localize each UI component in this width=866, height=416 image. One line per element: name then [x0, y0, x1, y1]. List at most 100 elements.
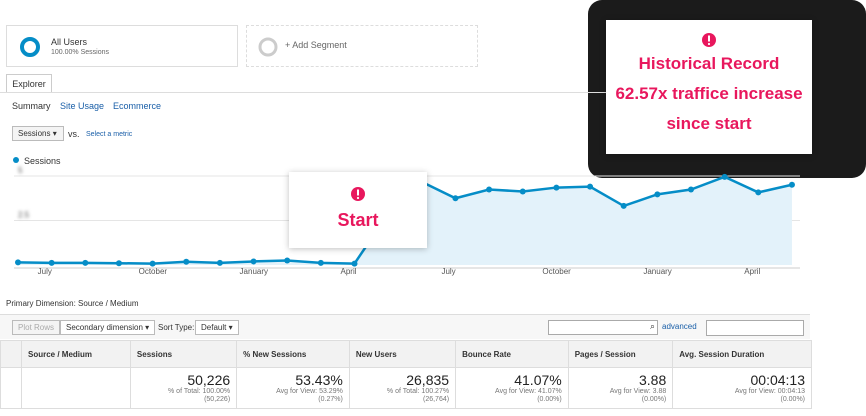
x-tick-label: January	[240, 267, 268, 276]
point	[519, 188, 526, 195]
point	[587, 183, 594, 190]
total-cell: 53.43% Avg for View: 53.29% (0.27%)	[236, 367, 350, 409]
segment-icon	[20, 37, 40, 57]
plot-rows[interactable]: Plot Rows	[12, 320, 61, 335]
advanced-link[interactable]: advanced	[662, 322, 697, 331]
point	[115, 260, 122, 267]
view-switcher[interactable]	[706, 320, 804, 336]
secondary-label: Secondary dimension	[66, 323, 143, 332]
point	[452, 195, 459, 202]
totals-row: 50,226% of Total: 100.00% (50,226) 53.43% A…	[0, 367, 812, 409]
header-row: Source / Medium Sessions% New Sessions New…	[0, 340, 812, 368]
segment-subtitle: 100.00% Sessions	[51, 49, 109, 56]
point	[216, 259, 223, 266]
point	[788, 181, 795, 188]
total-sub: (0.00%)	[641, 396, 667, 403]
total-value: 00:04:13	[750, 372, 806, 388]
sort-select[interactable]: Default ▾	[195, 320, 239, 335]
point	[755, 189, 762, 196]
x-tick-label: April	[744, 267, 760, 276]
y-tick-label: 5	[18, 166, 23, 175]
add-segment[interactable]: + Add Segment	[246, 25, 478, 67]
total-cell: 26,835% of Total: 100.27% (26,764)	[348, 367, 457, 409]
point	[149, 260, 156, 267]
record-line: Historical Record	[638, 54, 780, 73]
total-sub: (0.00%)	[780, 396, 805, 403]
checkbox-cell	[0, 340, 22, 368]
point	[721, 173, 728, 180]
sort-label: Sort Type:	[158, 323, 195, 332]
total-cell: 50,226% of Total: 100.00% (50,226)	[129, 367, 238, 409]
total-cell: 00:04:13 Avg for View: 00:04:13 (0.00%)	[672, 367, 812, 409]
point	[250, 258, 257, 265]
total-value: 53.43%	[295, 372, 343, 388]
vs-label: vs.	[68, 129, 80, 139]
metric-select[interactable]: Sessions ▾	[12, 126, 64, 141]
tab-rule	[0, 92, 810, 93]
point	[553, 184, 560, 191]
dimension-label: Primary Dimension:	[6, 299, 76, 308]
point	[620, 202, 627, 209]
legend-swatch	[13, 157, 19, 163]
column-header: Pages / Session	[567, 340, 674, 368]
total-value: 3.88	[639, 372, 667, 388]
checkbox-cell	[0, 367, 22, 409]
total-sub: % of Total: 100.27%	[386, 388, 450, 395]
start-label: Start	[337, 210, 379, 230]
point	[284, 257, 291, 264]
start-callout: Start	[289, 172, 427, 248]
primary-dimension: Primary Dimension: Source / Medium	[6, 299, 139, 308]
total-value: 41.07%	[514, 372, 562, 388]
point	[688, 186, 694, 193]
add-segment-label: + Add Segment	[285, 40, 347, 50]
point	[486, 186, 493, 193]
sort-value: Default	[201, 323, 227, 332]
column-header: % New Sessions	[236, 340, 350, 368]
point	[82, 259, 89, 266]
dimension-value: Source / Medium	[78, 299, 139, 308]
blank-cell	[21, 367, 131, 409]
total-value: 50,226	[187, 372, 231, 388]
total-sub: (0.27%)	[318, 396, 343, 403]
metric-label: Sessions	[18, 129, 51, 138]
total-sub: Avg for View: 3.88	[609, 388, 667, 395]
column-header: Bounce Rate	[455, 340, 569, 368]
column-header: Source / Medium	[21, 340, 131, 368]
subtab[interactable]: Site Usage	[60, 101, 105, 111]
point	[15, 259, 21, 266]
search-box[interactable]: ⌕	[548, 320, 658, 335]
explorer-tab[interactable]: Explorer	[6, 74, 52, 93]
data-table: Source / Medium Sessions% New Sessions New…	[0, 340, 812, 409]
total-cell: 3.88 Avg for View: 3.88 (0.00%)	[567, 367, 674, 409]
subtab[interactable]: Ecommerce	[113, 101, 162, 111]
x-tick-label: October	[542, 267, 571, 276]
x-tick-label: July	[441, 267, 455, 276]
segment-all-users[interactable]: All Users 100.00% Sessions	[6, 25, 238, 67]
point	[317, 259, 324, 266]
total-sub: Avg for View: 41.07%	[495, 388, 562, 395]
x-tick-label: April	[341, 267, 357, 276]
x-tick-label: October	[139, 267, 168, 276]
select-metric[interactable]: Select a metric	[86, 131, 133, 138]
column-header: Sessions	[129, 340, 238, 368]
secondary-dimension[interactable]: Secondary dimension ▾	[60, 320, 156, 335]
point	[48, 259, 55, 266]
alert-icon	[351, 187, 365, 201]
record-line: 62.57x traffice increase	[615, 84, 803, 103]
total-cell: 41.07% Avg for View: 41.07% (0.00%)	[455, 367, 569, 409]
total-sub: (26,764)	[422, 396, 450, 403]
column-header: New Users	[348, 340, 457, 368]
point	[183, 258, 190, 265]
record-callout: Historical Record 62.57x traffice increa…	[606, 20, 812, 154]
x-tick-label: July	[38, 267, 52, 276]
total-sub: (0.00%)	[537, 396, 562, 403]
record-line: since start	[666, 114, 752, 133]
add-icon	[258, 37, 278, 57]
total-sub: % of Total: 100.00%	[168, 388, 231, 395]
total-sub: (50,226)	[204, 396, 231, 403]
y-tick-label: 2.5	[18, 211, 30, 220]
subtab[interactable]: Summary	[12, 101, 51, 111]
point	[654, 191, 661, 198]
legend-label: Sessions	[24, 156, 61, 166]
